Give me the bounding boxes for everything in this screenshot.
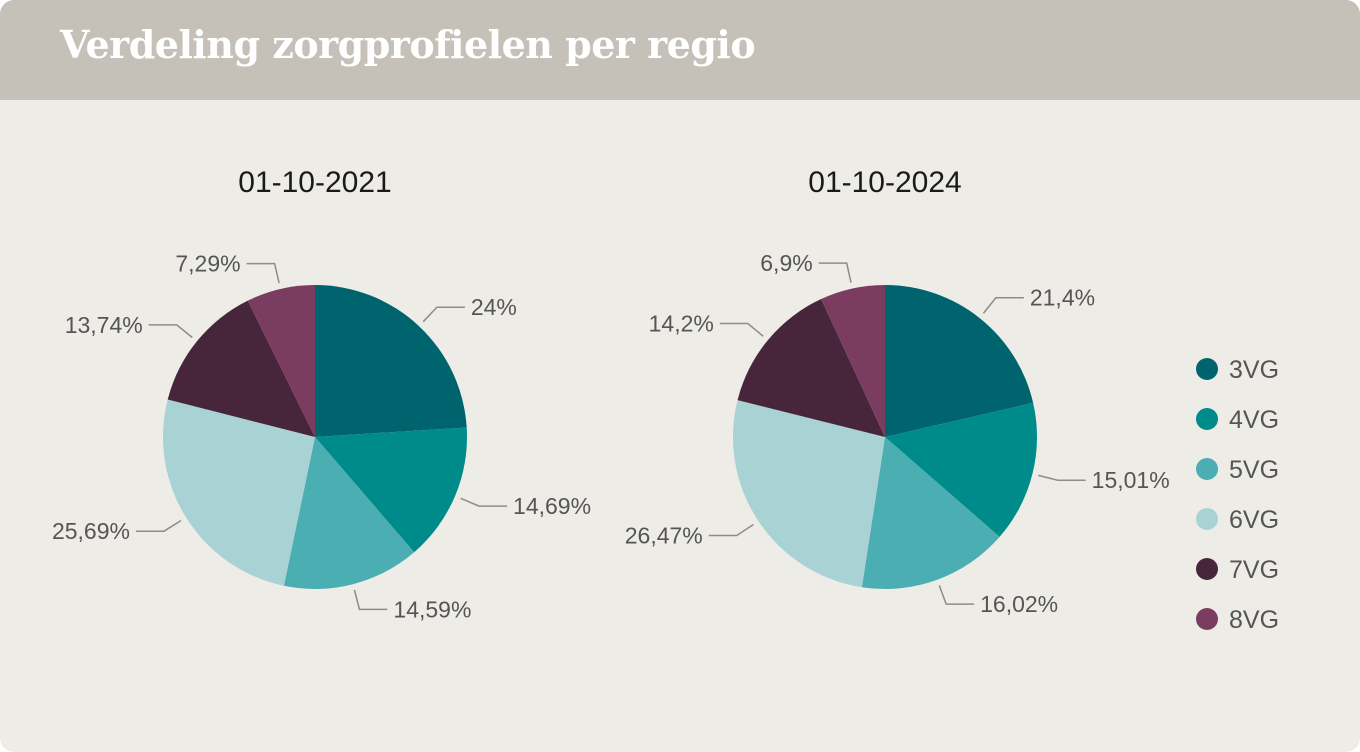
- pie-slice-5vg: [861, 437, 1000, 589]
- leader-line-4vg: [1038, 474, 1086, 481]
- pies-group: 24% 14,69% 14,59% 25,69% 13,74% 7,29% 21,4% 15,…: [52, 250, 1170, 622]
- slice-label-4vg: 14,69%: [513, 493, 591, 519]
- legend-label-3vg: 3VG: [1229, 356, 1279, 384]
- leader-line-8vg: [818, 262, 852, 283]
- slice-label-7vg: 14,2%: [649, 311, 714, 337]
- slice-label-8vg: 7,29%: [175, 251, 240, 277]
- legend-label-6vg: 6VG: [1229, 506, 1279, 534]
- leader-line-3vg: [422, 306, 465, 323]
- legend-label-7vg: 7VG: [1229, 556, 1279, 584]
- leader-line-5vg: [353, 589, 388, 611]
- slice-label-4vg: 15,01%: [1092, 467, 1170, 493]
- pie-slice-7vg: [167, 300, 315, 437]
- slice-label-7vg: 13,74%: [65, 312, 143, 338]
- pie-chart-title-2021: 01-10-2021: [238, 166, 391, 199]
- leader-line-6vg: [708, 523, 754, 537]
- slice-label-8vg: 6,9%: [760, 250, 812, 276]
- leader-line-3vg: [982, 296, 1024, 314]
- leader-line-8vg: [246, 262, 280, 284]
- slice-label-5vg: 14,59%: [393, 596, 471, 622]
- legend-label-8vg: 8VG: [1229, 606, 1279, 634]
- slice-label-3vg: 21,4%: [1030, 285, 1095, 311]
- pie-slice-3vg: [315, 285, 467, 437]
- pie-slice-4vg: [315, 427, 467, 553]
- leader-line-7vg: [719, 322, 764, 337]
- slice-label-5vg: 16,02%: [980, 591, 1058, 617]
- pie-chart-title-2024: 01-10-2024: [808, 166, 961, 199]
- header-bar: Verdeling zorgprofielen per regio: [0, 0, 1360, 100]
- legend-marker-8vg: [1196, 608, 1218, 630]
- leader-line-6vg: [135, 519, 182, 532]
- leader-line-5vg: [938, 585, 975, 605]
- pie-slice-6vg: [163, 399, 315, 586]
- page-title: Verdeling zorgprofielen per regio: [60, 22, 756, 67]
- leader-line-4vg: [460, 497, 508, 507]
- legend-marker-5vg: [1196, 458, 1218, 480]
- legend-marker-6vg: [1196, 508, 1218, 530]
- slice-label-6vg: 26,47%: [625, 523, 703, 549]
- leader-line-7vg: [148, 324, 193, 339]
- pie-slice-8vg: [821, 285, 885, 437]
- pie-slice-6vg: [733, 400, 885, 588]
- legend-label-5vg: 5VG: [1229, 456, 1279, 484]
- slice-label-3vg: 24%: [471, 294, 517, 320]
- pie-slice-7vg: [737, 299, 885, 437]
- legend-marker-7vg: [1196, 558, 1218, 580]
- pie-slice-4vg: [885, 402, 1037, 537]
- legend-marker-3vg: [1196, 358, 1218, 380]
- pie-slice-5vg: [283, 437, 415, 589]
- slice-label-6vg: 25,69%: [52, 518, 130, 544]
- legend: 3VG 4VG 5VG 6VG 7VG 8VG: [1196, 356, 1279, 634]
- legend-marker-4vg: [1196, 408, 1218, 430]
- pie-slice-3vg: [885, 285, 1034, 437]
- pie-slice-8vg: [247, 285, 315, 437]
- legend-label-4vg: 4VG: [1229, 406, 1279, 434]
